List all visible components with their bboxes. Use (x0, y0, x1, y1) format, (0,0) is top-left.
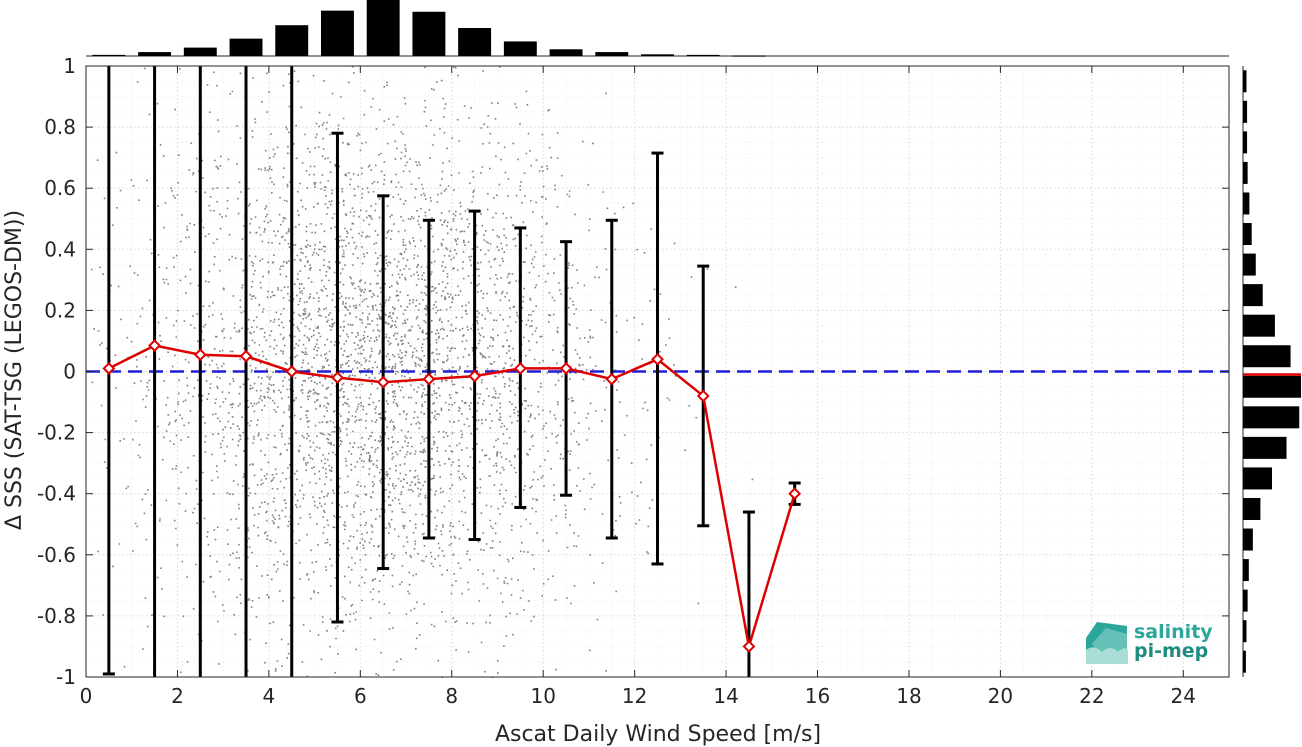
right-histogram-bar (1243, 589, 1248, 612)
x-tick-label: 2 (171, 684, 184, 708)
y-tick-label: 0 (63, 360, 76, 384)
top-histogram-bar (412, 11, 446, 56)
mean-marker (605, 372, 619, 386)
y-tick-label: -0.6 (37, 543, 76, 567)
top-histogram-bar (503, 41, 537, 56)
mean-marker (376, 375, 390, 389)
y-axis-ticks: 1 0.8 0.6 0.4 0.2 0 -0.2 -0.4 -0.6 -0.8 -1 (37, 54, 1229, 689)
top-histogram-bar (366, 0, 400, 56)
mean-marker (285, 365, 299, 378)
top-histogram-bar (275, 25, 309, 56)
top-histogram-bar (549, 49, 583, 56)
right-histogram-bar (1243, 192, 1250, 215)
top-histogram-bar (92, 54, 126, 57)
top-histogram-bar (595, 52, 629, 56)
top-histogram-bar (138, 52, 172, 56)
right-histogram-bar (1243, 70, 1247, 93)
x-tick-label: 4 (263, 684, 276, 708)
mean-marker (651, 352, 664, 366)
x-tick-label: 14 (713, 684, 738, 708)
mean-marker (742, 640, 756, 653)
right-histogram-bar (1243, 497, 1261, 520)
logo-line1: salinity (1134, 621, 1213, 643)
right-histogram-bar (1243, 161, 1248, 184)
y-tick-label: 0.8 (44, 115, 76, 139)
mean-marker (422, 372, 436, 386)
mean-marker (239, 349, 253, 363)
mean-marker (148, 339, 161, 352)
mean-marker (513, 362, 527, 375)
mean-marker (468, 369, 482, 383)
x-tick-label: 12 (622, 684, 647, 708)
x-tick-label: 20 (988, 684, 1013, 708)
mean-marker (788, 487, 802, 501)
mean-marker (331, 371, 344, 385)
right-histogram-bar (1243, 100, 1248, 123)
right-histogram-bar (1243, 314, 1275, 337)
x-axis-ticks: 0 2 4 6 8 10 12 14 16 18 20 22 24 (80, 66, 1196, 708)
mean-marker (193, 348, 207, 362)
x-tick-label: 22 (1079, 684, 1104, 708)
mean-marker (102, 362, 116, 375)
right-histogram-bar (1243, 467, 1272, 490)
top-histogram (86, 0, 1229, 57)
scatter-points (90, 66, 754, 679)
x-tick-label: 24 (1171, 684, 1196, 708)
y-tick-label: 1 (63, 54, 76, 78)
top-histogram-bar (229, 38, 263, 56)
mean-marker (559, 362, 573, 375)
scatter-cloud (90, 66, 754, 679)
right-histogram-bar (1243, 559, 1249, 582)
right-histogram-bar (1243, 406, 1300, 429)
right-histogram-bar (1243, 284, 1263, 307)
mean-marker (696, 389, 710, 403)
right-histogram-bar (1243, 650, 1246, 673)
y-tick-label: 0.4 (44, 237, 76, 261)
x-tick-label: 16 (805, 684, 830, 708)
salinity-pi-mep-logo: salinity pi-mep (1086, 621, 1213, 664)
top-histogram-bar (686, 54, 720, 57)
right-histogram-bar (1243, 131, 1248, 154)
mean-line (108, 344, 796, 647)
right-histogram-bar (1243, 223, 1252, 246)
y-tick-label: 0.2 (44, 298, 76, 322)
y-tick-label: -0.2 (37, 421, 76, 445)
y-axis-title: Δ SSS (SAT-TSG (LEGOS-DM)) (2, 210, 27, 530)
top-histogram-bar (321, 10, 354, 57)
y-tick-label: 0.6 (44, 176, 76, 200)
top-histogram-bar (732, 55, 766, 57)
top-histogram-bar (641, 54, 674, 56)
x-axis-title: Ascat Daily Wind Speed [m/s] (495, 722, 821, 747)
top-histogram-bar (458, 28, 492, 56)
right-histogram-bar (1243, 528, 1253, 551)
y-tick-label: -0.8 (37, 604, 76, 628)
right-histogram-bar (1243, 375, 1301, 398)
x-tick-label: 8 (445, 684, 458, 708)
x-tick-label: 10 (530, 684, 555, 708)
right-histogram (1242, 66, 1301, 677)
right-histogram-bar (1243, 345, 1291, 368)
x-tick-label: 6 (354, 684, 367, 708)
x-tick-label: 18 (896, 684, 921, 708)
x-tick-label: 0 (80, 684, 93, 708)
top-histogram-bar (183, 47, 217, 56)
binned-mean-series (102, 339, 802, 653)
right-histogram-bar (1243, 620, 1247, 643)
logo-line2: pi-mep (1134, 640, 1208, 662)
y-tick-label: -1 (56, 665, 76, 689)
y-tick-label: -0.4 (37, 482, 76, 506)
right-histogram-bar (1243, 436, 1287, 459)
right-histogram-bar (1243, 253, 1256, 276)
